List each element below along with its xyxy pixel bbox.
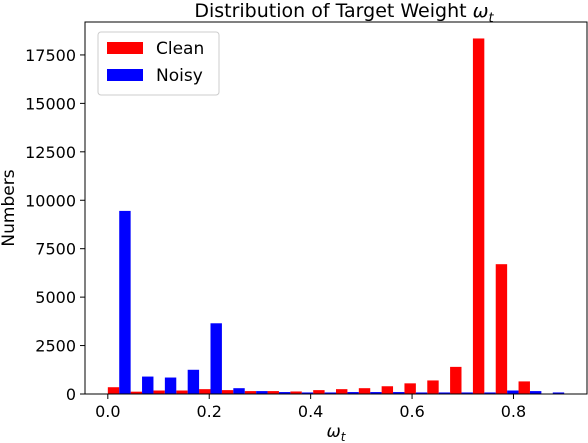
bar-clean-3 <box>176 390 188 394</box>
bar-clean-2 <box>153 390 165 394</box>
bar-noisy-13 <box>415 392 428 394</box>
bar-noisy-17 <box>507 390 519 394</box>
y-tick-label: 15000 <box>25 94 76 113</box>
bars-layer <box>107 38 565 394</box>
chart-title-subscript: t <box>489 11 495 26</box>
y-tick-label: 17500 <box>25 46 76 65</box>
x-axis-label: ωt <box>327 422 347 443</box>
bar-noisy-2 <box>164 377 177 394</box>
bar-clean-15 <box>450 366 462 394</box>
bar-clean-5 <box>221 390 234 394</box>
bar-noisy-16 <box>484 392 496 394</box>
bar-clean-13 <box>404 383 416 394</box>
x-tick-label: 0.2 <box>197 402 222 421</box>
legend-label-clean: Clean <box>156 39 204 59</box>
plot-frame <box>84 21 588 395</box>
chart-title-text: Distribution of Target Weight <box>194 0 472 22</box>
bar-clean-0 <box>107 387 120 394</box>
y-tick-label: 5000 <box>35 288 76 307</box>
x-tick-label: 0.8 <box>501 402 526 421</box>
chart-title-symbol: ω <box>473 0 489 22</box>
bar-clean-7 <box>267 391 279 394</box>
bar-clean-10 <box>336 389 348 394</box>
bar-noisy-4 <box>210 323 222 394</box>
bar-noisy-18 <box>529 391 542 394</box>
legend-label-noisy: Noisy <box>156 66 203 86</box>
x-tick-label: 0.4 <box>298 402 323 421</box>
chart-title: Distribution of Target Weight ωt <box>194 0 494 26</box>
bar-clean-16 <box>472 38 485 394</box>
x-axis-label-subscript: t <box>341 430 347 443</box>
x-tick-label: 0.6 <box>399 402 424 421</box>
legend-swatch-clean <box>107 42 143 54</box>
bar-noisy-14 <box>438 392 451 394</box>
legend-swatch-noisy <box>107 69 143 81</box>
ticks-layer: 0.0 0.2 0.4 0.6 0.8 0 2500 5000 7500 10000 12500 15… <box>25 46 526 421</box>
y-tick-label: 10000 <box>25 191 76 210</box>
bar-noisy-1 <box>142 376 154 394</box>
bar-noisy-9 <box>324 392 336 394</box>
x-axis-label-symbol: ω <box>327 422 341 442</box>
bar-noisy-7 <box>278 392 291 394</box>
bar-clean-9 <box>313 390 325 394</box>
bar-clean-8 <box>290 391 302 394</box>
legend: Clean Noisy <box>97 31 220 96</box>
bar-clean-11 <box>358 388 371 394</box>
bar-clean-1 <box>130 391 143 394</box>
bar-clean-14 <box>427 380 439 394</box>
bar-noisy-11 <box>370 392 382 394</box>
bar-noisy-8 <box>301 392 314 394</box>
bar-noisy-5 <box>233 388 245 394</box>
bar-clean-12 <box>381 386 394 394</box>
bar-noisy-6 <box>256 391 268 394</box>
y-tick-label: 7500 <box>35 240 76 259</box>
y-axis-label: Numbers <box>0 169 19 246</box>
bar-clean-6 <box>244 391 257 394</box>
y-tick-label: 0 <box>66 385 76 404</box>
bar-noisy-15 <box>461 392 473 394</box>
bar-noisy-10 <box>347 392 359 394</box>
y-tick-label: 2500 <box>35 337 76 356</box>
bar-noisy-0 <box>119 210 131 394</box>
bar-noisy-3 <box>187 369 200 394</box>
bar-clean-17 <box>495 264 508 394</box>
bar-noisy-19 <box>552 392 565 394</box>
bar-noisy-12 <box>393 392 405 394</box>
x-tick-label: 0.0 <box>95 402 120 421</box>
bar-clean-4 <box>199 389 211 394</box>
bar-clean-18 <box>518 381 530 394</box>
y-tick-label: 12500 <box>25 143 76 162</box>
